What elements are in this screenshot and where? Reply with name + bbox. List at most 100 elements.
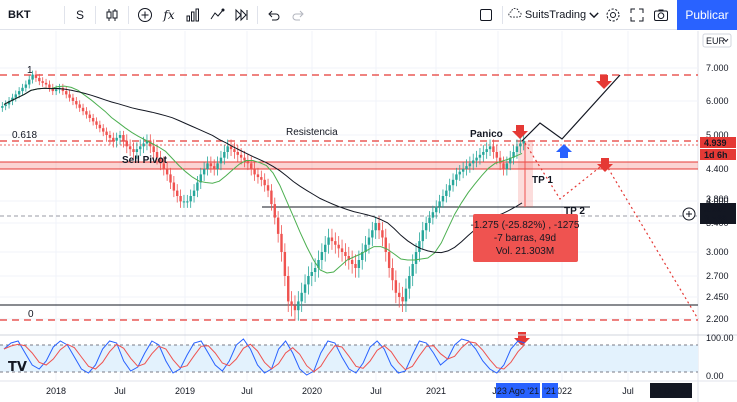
candle-body <box>502 163 505 169</box>
sma-black-line <box>3 87 523 254</box>
candle-body <box>216 163 219 169</box>
candle-body <box>250 163 253 169</box>
candle-body <box>266 185 270 191</box>
candle-body <box>253 169 256 175</box>
sell-pivot-band <box>0 162 698 169</box>
alert-icon[interactable] <box>205 0 229 30</box>
tradingview-logo-icon: TV <box>8 360 27 375</box>
candle-body <box>260 177 263 180</box>
candle-body <box>142 143 145 147</box>
annotation-label: Sell Pivot <box>122 155 168 166</box>
time-tick-label: 2022 <box>552 386 572 396</box>
toolbar-divider <box>64 5 65 24</box>
down-arrow-icon <box>512 125 528 139</box>
candle-body <box>404 288 408 302</box>
redo-icon[interactable] <box>286 0 310 30</box>
candle-body <box>310 272 313 276</box>
candle-body <box>414 252 418 264</box>
time-axis[interactable]: 2018Jul2019Jul2020Jul2021Jul2022Jul23 Ag… <box>46 383 692 398</box>
candle-body <box>102 128 105 132</box>
price-label-bg <box>700 137 736 148</box>
publish-button[interactable]: Publicar <box>677 0 737 30</box>
candle-body <box>209 163 213 167</box>
candle-body <box>95 121 98 125</box>
replay-icon[interactable] <box>229 0 253 30</box>
symbol-button[interactable]: BKT <box>8 8 31 21</box>
price-label-text: 3.538 <box>704 214 727 224</box>
toolbar-divider <box>95 5 96 24</box>
candle-body <box>337 244 340 249</box>
candles-icon[interactable] <box>100 0 124 30</box>
fullscreen-square-icon[interactable] <box>474 0 498 30</box>
candle-body <box>118 135 122 138</box>
candle-body <box>162 163 165 169</box>
candle-body <box>155 152 159 158</box>
candle-body <box>391 268 394 281</box>
candle-body <box>488 146 492 150</box>
svg-text:TV: TV <box>8 360 27 375</box>
candle-body <box>179 196 182 202</box>
settings-target-icon[interactable] <box>682 207 696 221</box>
candle-body <box>293 305 297 311</box>
candle-body <box>85 111 88 115</box>
candle-body <box>519 143 522 147</box>
stoch-tick-label: 100.00 <box>706 333 734 343</box>
candle-body <box>17 91 21 95</box>
candle-body <box>465 166 468 169</box>
sell-pivot-zone <box>0 161 698 170</box>
stoch-d-line <box>3 341 526 373</box>
price-tick-label: 2.700 <box>706 271 729 281</box>
date-marker-label: '21 <box>544 386 556 396</box>
price-label-bg <box>700 213 736 224</box>
moving-averages <box>3 85 523 274</box>
candle-body <box>330 237 334 242</box>
candle-body <box>145 140 149 144</box>
camera-icon[interactable] <box>649 0 673 30</box>
candle-body <box>317 260 320 268</box>
candle-body <box>51 87 54 92</box>
stoch-band <box>0 345 698 372</box>
price-tick-label: 4.400 <box>706 164 729 174</box>
candle-body <box>14 94 17 98</box>
candle-body <box>297 301 300 311</box>
add-compare-icon[interactable] <box>133 0 157 30</box>
currency-label: EUR <box>706 36 726 46</box>
candle-body <box>236 152 239 155</box>
candle-body <box>135 149 139 152</box>
price-label-text: 3.664 <box>704 204 727 214</box>
candle-body <box>377 223 381 231</box>
date-marker-label: 23 Ago '21 <box>497 386 539 396</box>
candle-body <box>24 84 28 88</box>
candle-body <box>280 233 283 252</box>
candle-body <box>78 104 81 108</box>
candle-body <box>169 174 172 183</box>
candle-body <box>515 146 519 152</box>
interval-button[interactable]: S <box>75 7 84 22</box>
currency-selector[interactable]: EUR <box>702 33 732 48</box>
candle-body <box>492 146 495 152</box>
undo-icon[interactable] <box>262 0 286 30</box>
fib-label: 0 <box>28 309 34 320</box>
candle-body <box>125 140 128 147</box>
layout-button[interactable]: SuitsTrading <box>507 0 587 30</box>
templates-icon[interactable] <box>181 0 205 30</box>
candle-body <box>223 152 226 158</box>
candle-body <box>132 149 135 152</box>
candle-body <box>48 84 51 88</box>
candle-body <box>199 174 202 183</box>
candle-body <box>172 182 176 191</box>
candle-body <box>411 264 414 276</box>
candle-body <box>384 237 387 252</box>
candle-body <box>159 157 162 164</box>
annotation-label: Panico <box>470 129 503 140</box>
measure-text: Vol. 21.303M <box>496 246 554 257</box>
price-tick-label: 2.200 <box>706 314 729 324</box>
gear-icon[interactable] <box>601 0 625 30</box>
chevron-down-icon[interactable] <box>587 0 601 30</box>
candle-body <box>498 157 502 164</box>
stochastic-pane: 100.00 0.00 <box>0 333 734 381</box>
indicators-button[interactable]: fx <box>163 7 175 22</box>
time-tick-label: Jul <box>370 386 382 396</box>
fullscreen-icon[interactable] <box>625 0 649 30</box>
